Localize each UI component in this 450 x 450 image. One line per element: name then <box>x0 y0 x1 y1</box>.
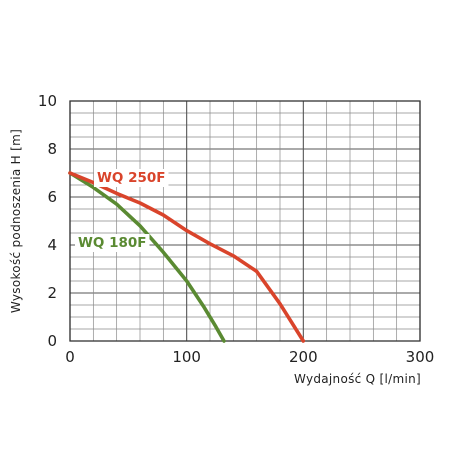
y-axis-title: Wysokość podnoszenia H [m] <box>9 129 23 313</box>
x-tick-label: 300 <box>406 348 435 366</box>
series-line-wq-180f <box>68 171 226 343</box>
y-tick-label: 10 <box>38 92 57 110</box>
series-line-wq-250f <box>68 171 306 343</box>
x-tick-label: 0 <box>65 348 75 366</box>
y-tick-label: 0 <box>47 332 57 350</box>
y-tick-label: 6 <box>47 188 57 206</box>
series-label-background <box>75 234 150 252</box>
series-label-background <box>94 169 169 187</box>
series-label-wq-180f: WQ 180F <box>78 235 146 251</box>
x-axis-title: Wydajność Q [l/min] <box>294 372 421 386</box>
x-tick-label: 200 <box>289 348 318 366</box>
series-lines <box>68 171 306 343</box>
y-tick-label: 8 <box>47 140 57 158</box>
y-tick-label: 2 <box>47 284 57 302</box>
plot-frame <box>69 100 421 342</box>
y-tick-label: 4 <box>47 236 57 254</box>
series-label-wq-250f: WQ 250F <box>97 170 165 186</box>
axes <box>69 100 421 342</box>
x-tick-label: 100 <box>172 348 201 366</box>
tick-labels: 0 100 200 300 0 2 4 6 8 10 <box>38 92 434 366</box>
grid <box>69 100 421 342</box>
series-labels: WQ 250F WQ 180F <box>75 169 169 252</box>
